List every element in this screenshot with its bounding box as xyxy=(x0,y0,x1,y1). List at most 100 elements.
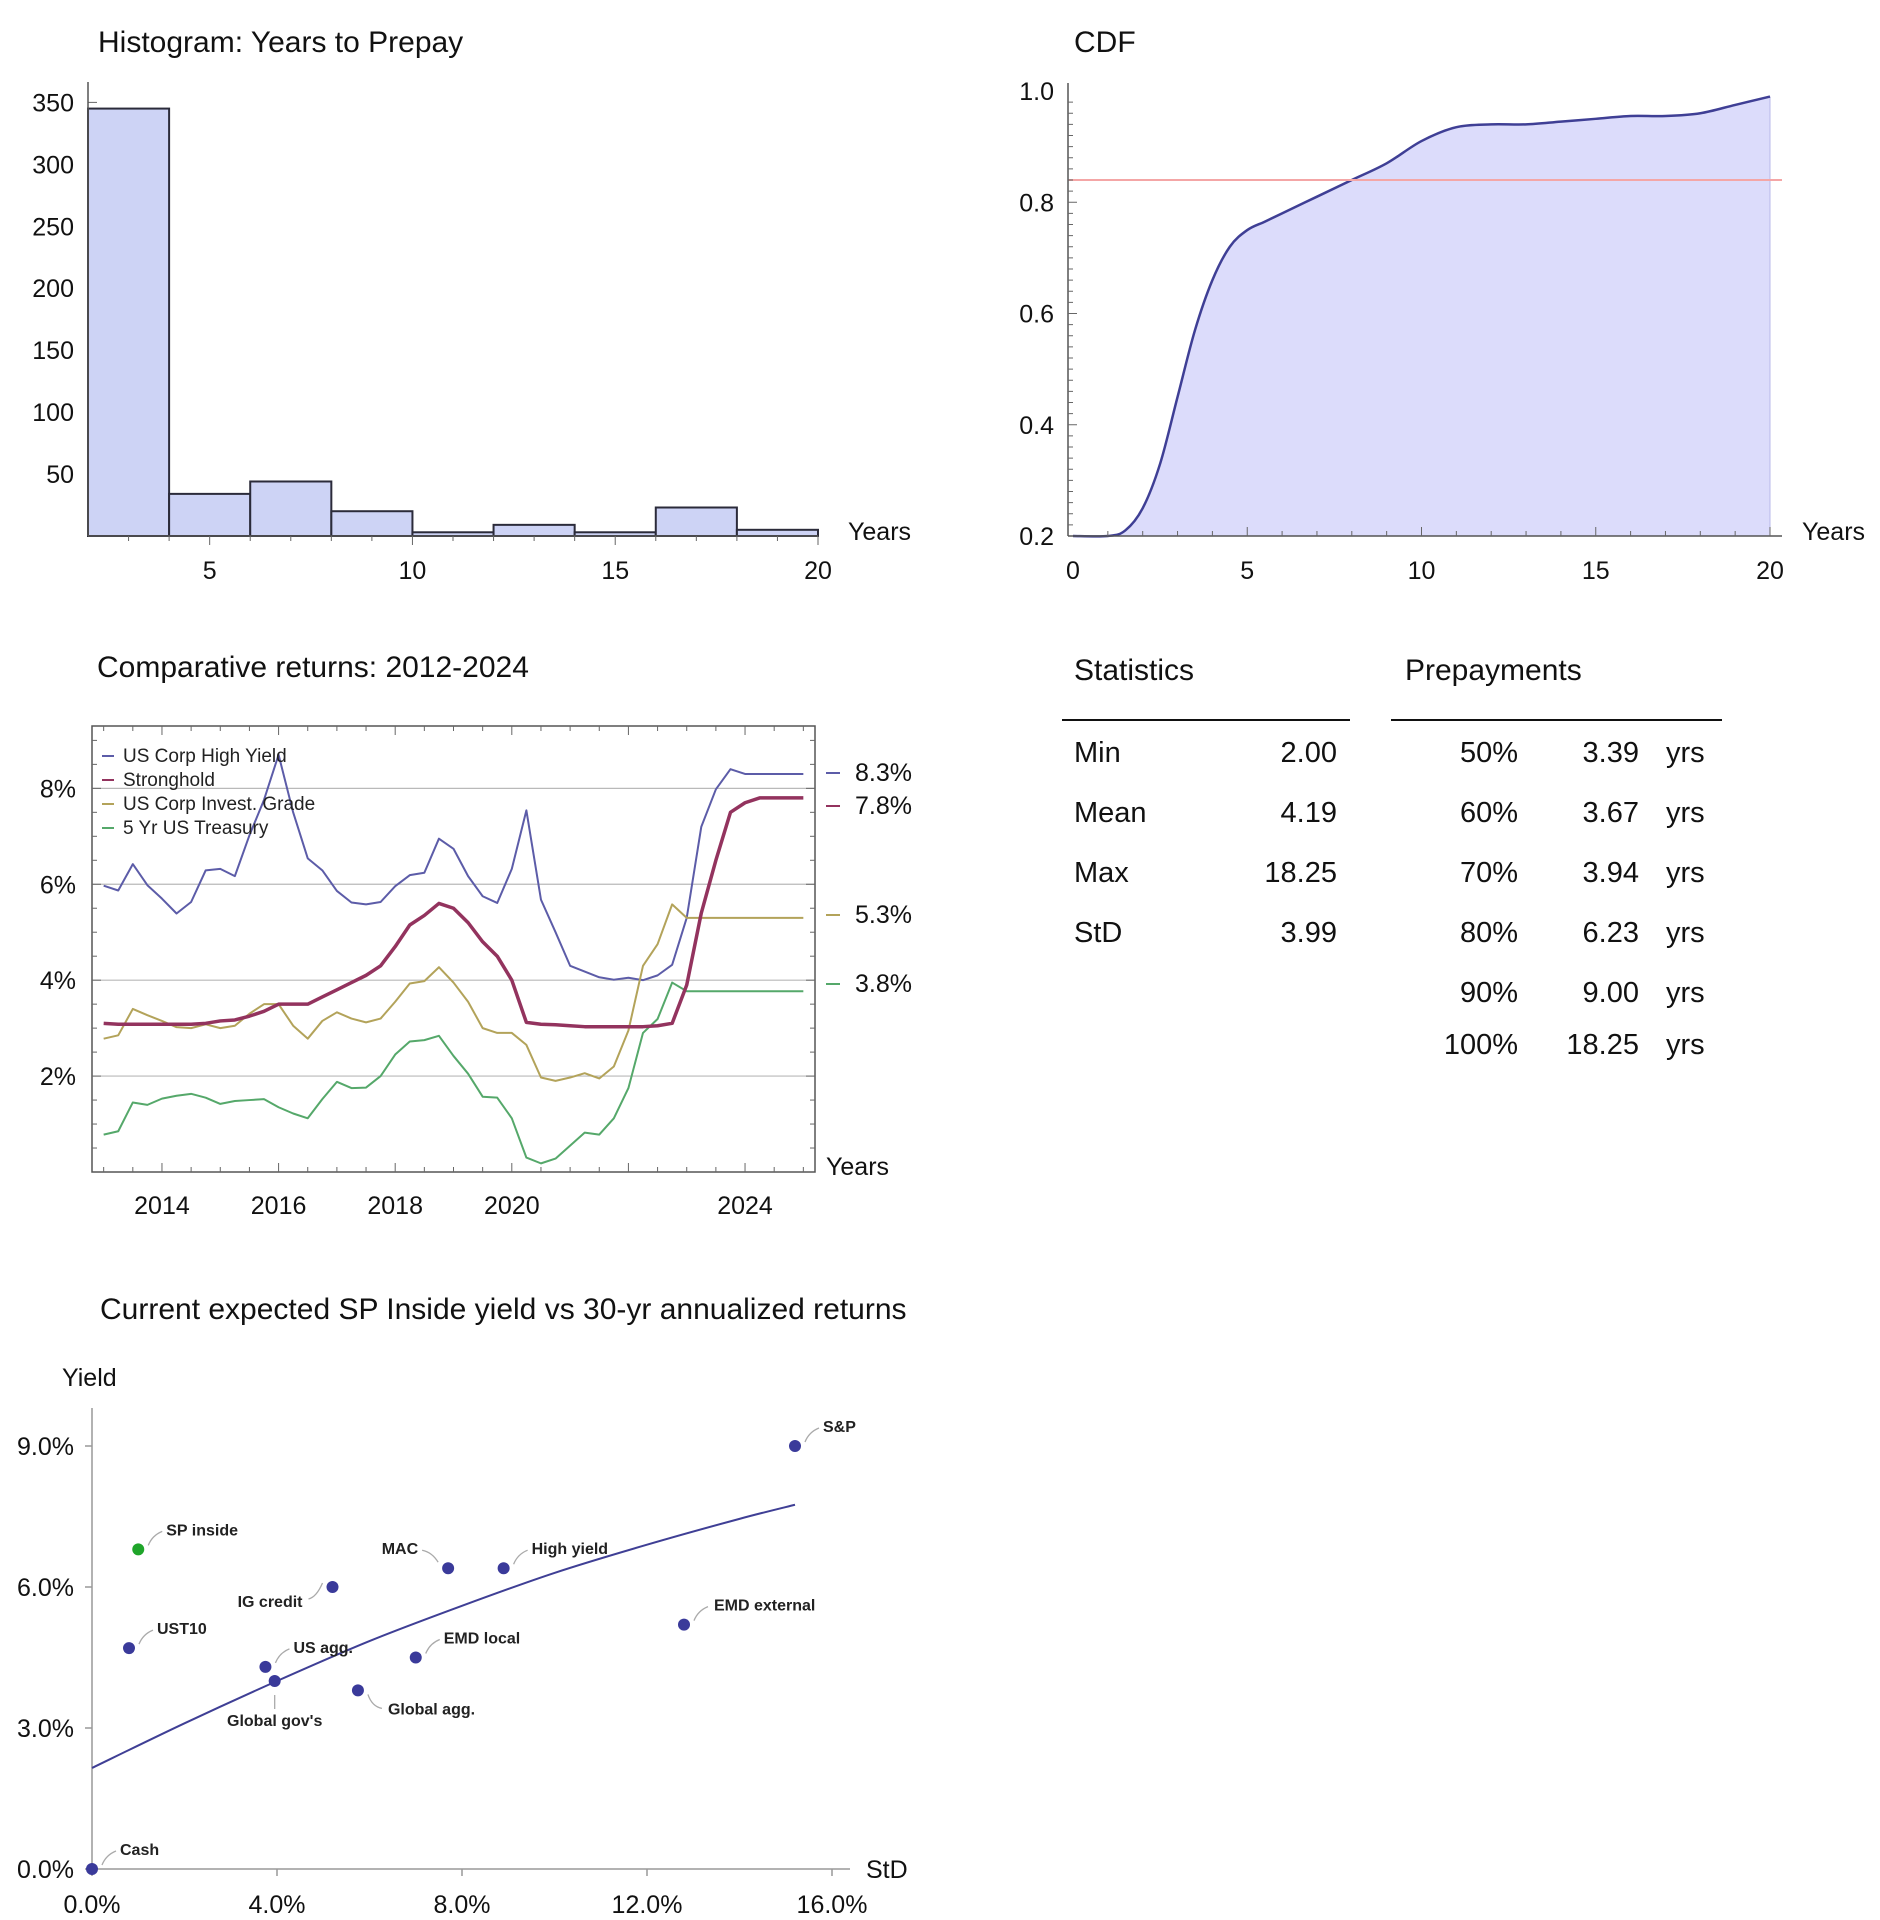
scatter-point xyxy=(132,1543,145,1556)
prepayments-row-value: 18.25 xyxy=(1566,1029,1639,1061)
prepayments-row-value: 6.23 xyxy=(1583,917,1639,949)
scatter-trend-line xyxy=(91,1503,796,1769)
prepayments-row-percent: 60% xyxy=(1460,797,1518,829)
scatter-leader-line xyxy=(101,1850,117,1866)
returns-end-label: 5.3% xyxy=(855,901,912,929)
prepayments-row-percent: 100% xyxy=(1444,1029,1518,1061)
scatter-point-label: EMD external xyxy=(714,1598,815,1615)
histogram-bar xyxy=(654,506,738,537)
returns-series-line xyxy=(103,796,804,1029)
cdf-y-tick-label: 1.0 xyxy=(1019,78,1054,106)
statistics-row-value: 3.99 xyxy=(1281,917,1337,949)
scatter-title: Current expected SP Inside yield vs 30-y… xyxy=(100,1293,907,1326)
returns-x-axis-label: Years xyxy=(826,1153,889,1181)
returns-y-tick-label: 4% xyxy=(40,967,76,995)
scatter-point xyxy=(259,1660,272,1673)
returns-chart: Comparative returns: 2012-2024 Years US … xyxy=(40,651,912,1220)
scatter-point xyxy=(678,1618,690,1631)
scatter-chart: Current expected SP Inside yield vs 30-y… xyxy=(17,1293,908,1919)
histogram-bar xyxy=(249,480,333,538)
prepayments-row-percent: 90% xyxy=(1460,977,1518,1009)
scatter-point xyxy=(497,1562,510,1575)
prepayments-row-percent: 50% xyxy=(1460,737,1518,769)
scatter-point xyxy=(442,1562,455,1575)
returns-series-line xyxy=(103,981,804,1165)
cdf-y-tick-label: 0.6 xyxy=(1019,301,1054,329)
prepayments-row-unit: yrs xyxy=(1666,917,1705,949)
statistics-row-label: StD xyxy=(1074,917,1122,949)
returns-legend-label: US Corp Invest. Grade xyxy=(123,794,315,815)
scatter-x-axis-label: StD xyxy=(866,1856,908,1884)
scatter-leader-line xyxy=(147,1530,163,1546)
returns-x-tick-label: 2018 xyxy=(367,1192,423,1220)
scatter-y-tick-label: 9.0% xyxy=(17,1433,74,1461)
prepayments-heading: Prepayments xyxy=(1405,654,1582,687)
histogram-x-tick-label: 15 xyxy=(601,557,629,585)
returns-y-tick-label: 8% xyxy=(40,775,76,803)
scatter-point xyxy=(268,1675,281,1687)
histogram-y-tick-label: 200 xyxy=(32,275,74,303)
cdf-title: CDF xyxy=(1074,26,1136,59)
scatter-point xyxy=(789,1440,801,1452)
scatter-y-tick-label: 3.0% xyxy=(17,1715,74,1743)
statistics-row-value: 2.00 xyxy=(1281,737,1337,769)
statistics-row-label: Max xyxy=(1074,857,1129,889)
scatter-x-tick-label: 4.0% xyxy=(249,1891,306,1919)
returns-legend-label: US Corp High Yield xyxy=(123,746,287,767)
histogram-y-tick-label: 100 xyxy=(32,399,74,427)
prepayments-row-unit: yrs xyxy=(1666,1029,1705,1061)
returns-legend-label: 5 Yr US Treasury xyxy=(123,818,269,839)
prepayments-row-unit: yrs xyxy=(1666,797,1705,829)
histogram-title: Histogram: Years to Prepay xyxy=(98,26,463,59)
prepayments-row-value: 3.67 xyxy=(1583,797,1639,829)
scatter-x-tick-label: 0.0% xyxy=(64,1891,121,1919)
scatter-x-tick-label: 8.0% xyxy=(434,1891,491,1919)
returns-x-tick-label: 2016 xyxy=(251,1192,307,1220)
prepayments-row-value: 9.00 xyxy=(1583,977,1639,1009)
statistics-row-label: Min xyxy=(1074,737,1121,769)
cdf-y-tick-label: 0.8 xyxy=(1019,189,1054,217)
cdf-y-tick-label: 0.4 xyxy=(1019,412,1054,440)
returns-end-label: 7.8% xyxy=(855,792,912,820)
scatter-y-axis-label: Yield xyxy=(62,1364,117,1392)
prepayments-row-value: 3.39 xyxy=(1583,737,1639,769)
histogram-bar xyxy=(168,492,252,537)
cdf-x-tick-label: 5 xyxy=(1240,557,1254,585)
scatter-leader-line xyxy=(513,1549,528,1565)
scatter-point xyxy=(351,1684,364,1697)
histogram-y-tick-label: 150 xyxy=(32,337,74,365)
returns-title: Comparative returns: 2012-2024 xyxy=(97,651,529,684)
scatter-point-label: UST10 xyxy=(157,1621,207,1638)
cdf-x-tick-label: 0 xyxy=(1066,557,1080,585)
scatter-leader-line xyxy=(693,1605,709,1621)
cdf-x-tick-label: 20 xyxy=(1756,557,1784,585)
scatter-y-tick-label: 0.0% xyxy=(17,1856,74,1884)
scatter-point-label: IG credit xyxy=(238,1594,304,1611)
scatter-y-tick-label: 6.0% xyxy=(17,1574,74,1602)
scatter-point-label: High yield xyxy=(532,1541,608,1558)
histogram-x-tick-label: 10 xyxy=(399,557,427,585)
statistics-row-value: 4.19 xyxy=(1281,797,1337,829)
scatter-leader-line xyxy=(804,1427,820,1443)
scatter-leader-line xyxy=(138,1629,154,1645)
returns-legend-label: Stronghold xyxy=(123,770,215,791)
scatter-point xyxy=(409,1651,422,1664)
scatter-point-label: MAC xyxy=(382,1541,419,1558)
cdf-y-tick-label: 0.2 xyxy=(1019,523,1054,551)
histogram-x-axis-label: Years xyxy=(848,518,911,546)
scatter-point-label: Global gov's xyxy=(227,1713,322,1730)
statistics-row-value: 18.25 xyxy=(1264,857,1337,889)
cdf-area xyxy=(1073,96,1770,537)
histogram-bar xyxy=(492,523,576,537)
cdf-line xyxy=(1072,95,1771,538)
returns-x-tick-label: 2014 xyxy=(134,1192,190,1220)
prepayments-row-unit: yrs xyxy=(1666,857,1705,889)
scatter-leader-line xyxy=(425,1638,440,1654)
scatter-leader-line xyxy=(274,1648,290,1664)
scatter-point-label: S&P xyxy=(823,1419,856,1436)
scatter-leader-line xyxy=(308,1582,324,1600)
prepayments-row-percent: 80% xyxy=(1460,917,1518,949)
scatter-point-label: EMD local xyxy=(444,1631,520,1648)
prepayments-row-value: 3.94 xyxy=(1583,857,1639,889)
